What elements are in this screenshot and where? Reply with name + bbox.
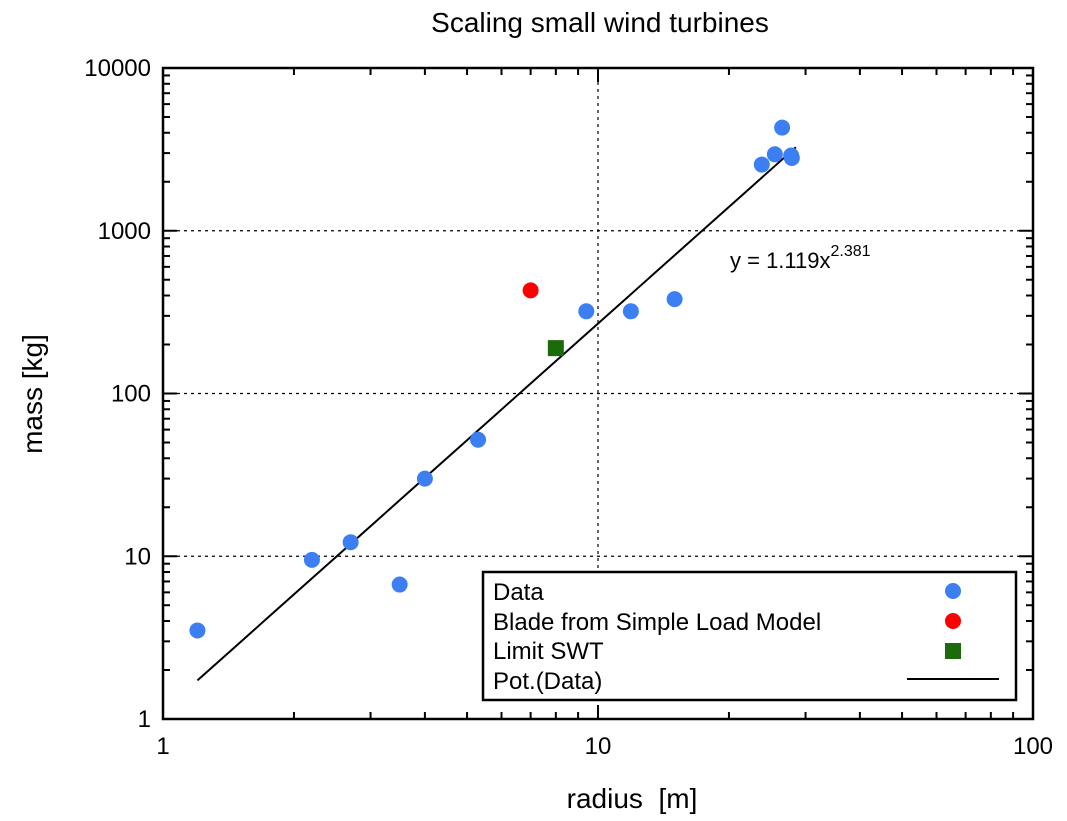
legend-label-data: Data — [493, 579, 544, 606]
point-data — [783, 149, 800, 166]
point-data — [303, 551, 320, 568]
point-data — [578, 303, 595, 320]
legend: Data Blade from Simple Load Model Limit … — [481, 570, 1018, 702]
point-data — [391, 576, 408, 593]
y-tick-label: 1000 — [98, 218, 151, 245]
point-data — [766, 146, 783, 163]
x-tick-label: 10 — [585, 733, 612, 760]
legend-label-fit: Pot.(Data) — [493, 668, 602, 695]
y-tick-label: 100 — [111, 381, 151, 408]
point-blade-from-simple-load-model — [522, 282, 539, 299]
point-data — [189, 622, 206, 639]
point-layer — [189, 119, 800, 639]
y-tick-label: 10 — [124, 543, 151, 570]
legend-marker-data — [945, 583, 961, 599]
point-data — [342, 534, 359, 551]
fit-equation: y = 1.119x2.381 — [730, 243, 871, 273]
y-axis-label: mass [kg] — [17, 334, 48, 454]
x-axis-label: radius [m] — [567, 783, 698, 814]
grid — [163, 68, 1033, 719]
tick-labels: 1 10 100 1 10 100 1000 10000 — [84, 55, 1053, 760]
legend-marker-blade — [945, 613, 961, 629]
x-tick-label: 1 — [156, 733, 169, 760]
point-data — [416, 470, 433, 487]
point-data — [470, 431, 487, 448]
point-data — [666, 291, 683, 308]
legend-label-limit: Limit SWT — [493, 638, 604, 665]
x-tick-label: 100 — [1013, 733, 1053, 760]
legend-marker-limit — [945, 643, 961, 659]
legend-label-blade: Blade from Simple Load Model — [493, 609, 821, 636]
fit-line-layer — [196, 146, 797, 682]
point-data — [622, 303, 639, 320]
point-limit-swt — [547, 340, 564, 357]
ticks — [162, 68, 1033, 720]
fit-equation-exponent: 2.381 — [831, 243, 871, 260]
chart-title: Scaling small wind turbines — [431, 7, 769, 38]
y-tick-label: 10000 — [84, 55, 151, 82]
fit-equation-base: y = 1.119x — [730, 248, 831, 273]
y-tick-label: 1 — [138, 706, 151, 733]
point-data — [753, 156, 770, 173]
fit-line — [196, 146, 797, 682]
point-data — [774, 119, 791, 136]
